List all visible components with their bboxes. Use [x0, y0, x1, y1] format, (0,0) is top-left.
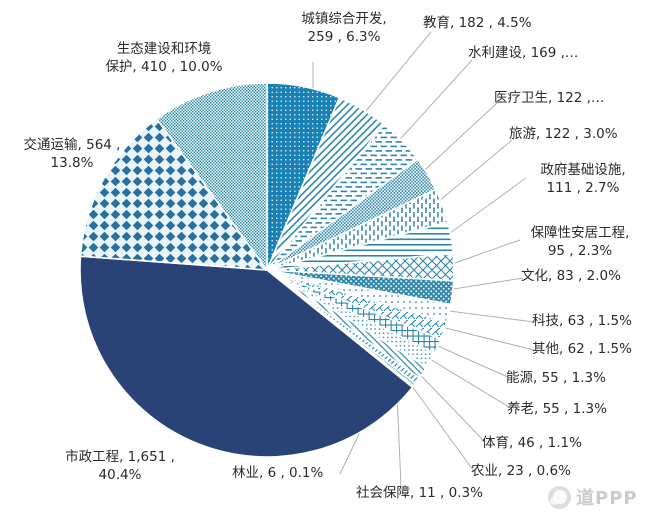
label-chengzhen-zonghe-kaifa: 城镇综合开发, 259 , 6.3%	[301, 11, 387, 45]
leader-line	[432, 324, 535, 351]
label-yanglao: 养老, 55 , 1.3%	[507, 401, 607, 417]
label-shengtai-jianshe: 生态建设和环境 保护, 410 , 10.0%	[105, 41, 223, 75]
leader-line	[440, 309, 535, 323]
pie-slice-18	[156, 82, 268, 271]
label-shizheng-gongcheng: 市政工程, 1,651 , 40.4%	[65, 449, 175, 483]
watermark-text: 道PPP	[576, 488, 638, 509]
pie-slices	[79, 82, 455, 458]
leader-line	[413, 102, 498, 181]
watermark-logo-icon	[548, 485, 571, 509]
label-zhengfu-jichu-sheshi: 政府基础设施, 111 , 2.7%	[540, 162, 626, 196]
label-jiaoyu: 教育, 182 , 4.5%	[423, 15, 532, 31]
label-yiliao-weisheng: 医疗卫生, 122 ,…	[494, 90, 605, 106]
label-baozhangxing-anju: 保障性安居工程, 95 , 2.3%	[530, 225, 630, 259]
pie-slice-17	[79, 118, 268, 271]
leader-line	[446, 277, 524, 291]
label-tiyu: 体育, 46 , 1.1%	[482, 435, 582, 451]
leader-line	[445, 177, 527, 237]
leader-line	[448, 239, 521, 266]
label-shuili-jianshe: 水利建设, 169 ,…	[468, 45, 579, 61]
watermark: 道PPP	[548, 484, 638, 510]
label-wenhua: 文化, 83 , 2.0%	[521, 268, 621, 284]
label-qita: 其他, 62 , 1.5%	[532, 341, 632, 357]
leader-line	[431, 139, 513, 208]
label-nongye: 农业, 23 , 0.6%	[471, 463, 571, 479]
label-nengyuan: 能源, 55 , 1.3%	[506, 370, 606, 386]
label-lvyou: 旅游, 122 , 3.0%	[509, 126, 618, 142]
pie-slice-16	[79, 255, 414, 458]
label-linye: 林业, 6 , 0.1%	[232, 465, 324, 481]
label-shehui-baozhang: 社会保障, 11 , 0.3%	[356, 485, 483, 501]
label-jiaotong-yunshu: 交通运输, 564 , 13.8%	[23, 137, 121, 171]
label-keji: 科技, 63 , 1.5%	[532, 313, 632, 329]
